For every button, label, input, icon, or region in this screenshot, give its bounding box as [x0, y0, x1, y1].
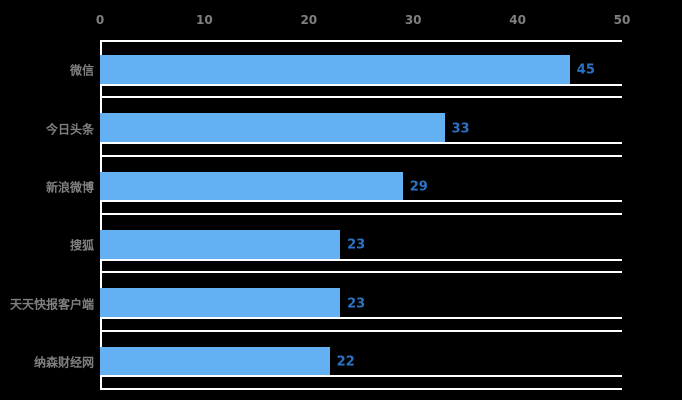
band-separator-line	[100, 388, 622, 390]
x-axis-tick-label: 20	[300, 13, 318, 27]
plot-top-border	[100, 40, 622, 42]
bar-value-label: 22	[336, 354, 355, 370]
y-axis-category-label: 新浪微博	[45, 180, 94, 195]
x-axis-tick-label: 30	[404, 13, 422, 27]
bar	[100, 288, 341, 317]
band-separator-line	[100, 96, 622, 99]
x-axis-tick-label: 10	[196, 13, 213, 27]
bar	[100, 346, 330, 376]
plot-area: 45 33 29 23 23 22	[100, 40, 622, 390]
bar-value-label: 29	[409, 179, 428, 195]
bar-baseline-gridline	[100, 200, 622, 203]
y-axis-line	[100, 40, 102, 390]
bar	[100, 230, 341, 259]
x-axis-tick-label: 50	[613, 13, 631, 27]
bar-value-label: 23	[347, 296, 366, 312]
bar-value-label: 33	[451, 121, 470, 137]
x-axis-tick-label: 40	[509, 13, 526, 27]
band-separator-line	[100, 271, 622, 274]
band-separator-line	[100, 154, 622, 157]
y-axis-category-label: 纳森财经网	[33, 355, 94, 370]
bar-value-label: 45	[576, 62, 595, 78]
y-axis-category-label: 天天快报客户端	[9, 297, 94, 312]
bar-baseline-gridline	[100, 375, 622, 378]
bar-value-label: 23	[347, 237, 366, 253]
band-separator-line	[100, 213, 622, 215]
y-axis-category-label: 微信	[69, 63, 94, 78]
bar-baseline-gridline	[100, 316, 622, 319]
band-separator-line	[100, 329, 622, 332]
bar-baseline-gridline	[100, 258, 622, 261]
y-axis-category-label: 搜狐	[69, 238, 94, 253]
y-axis-category-label: 今日头条	[45, 122, 94, 137]
bar	[100, 113, 445, 142]
bar	[100, 55, 570, 84]
bar-baseline-gridline	[100, 83, 622, 86]
bar-baseline-gridline	[100, 141, 622, 144]
bar	[100, 171, 403, 201]
x-axis-tick-label: 0	[95, 13, 105, 27]
